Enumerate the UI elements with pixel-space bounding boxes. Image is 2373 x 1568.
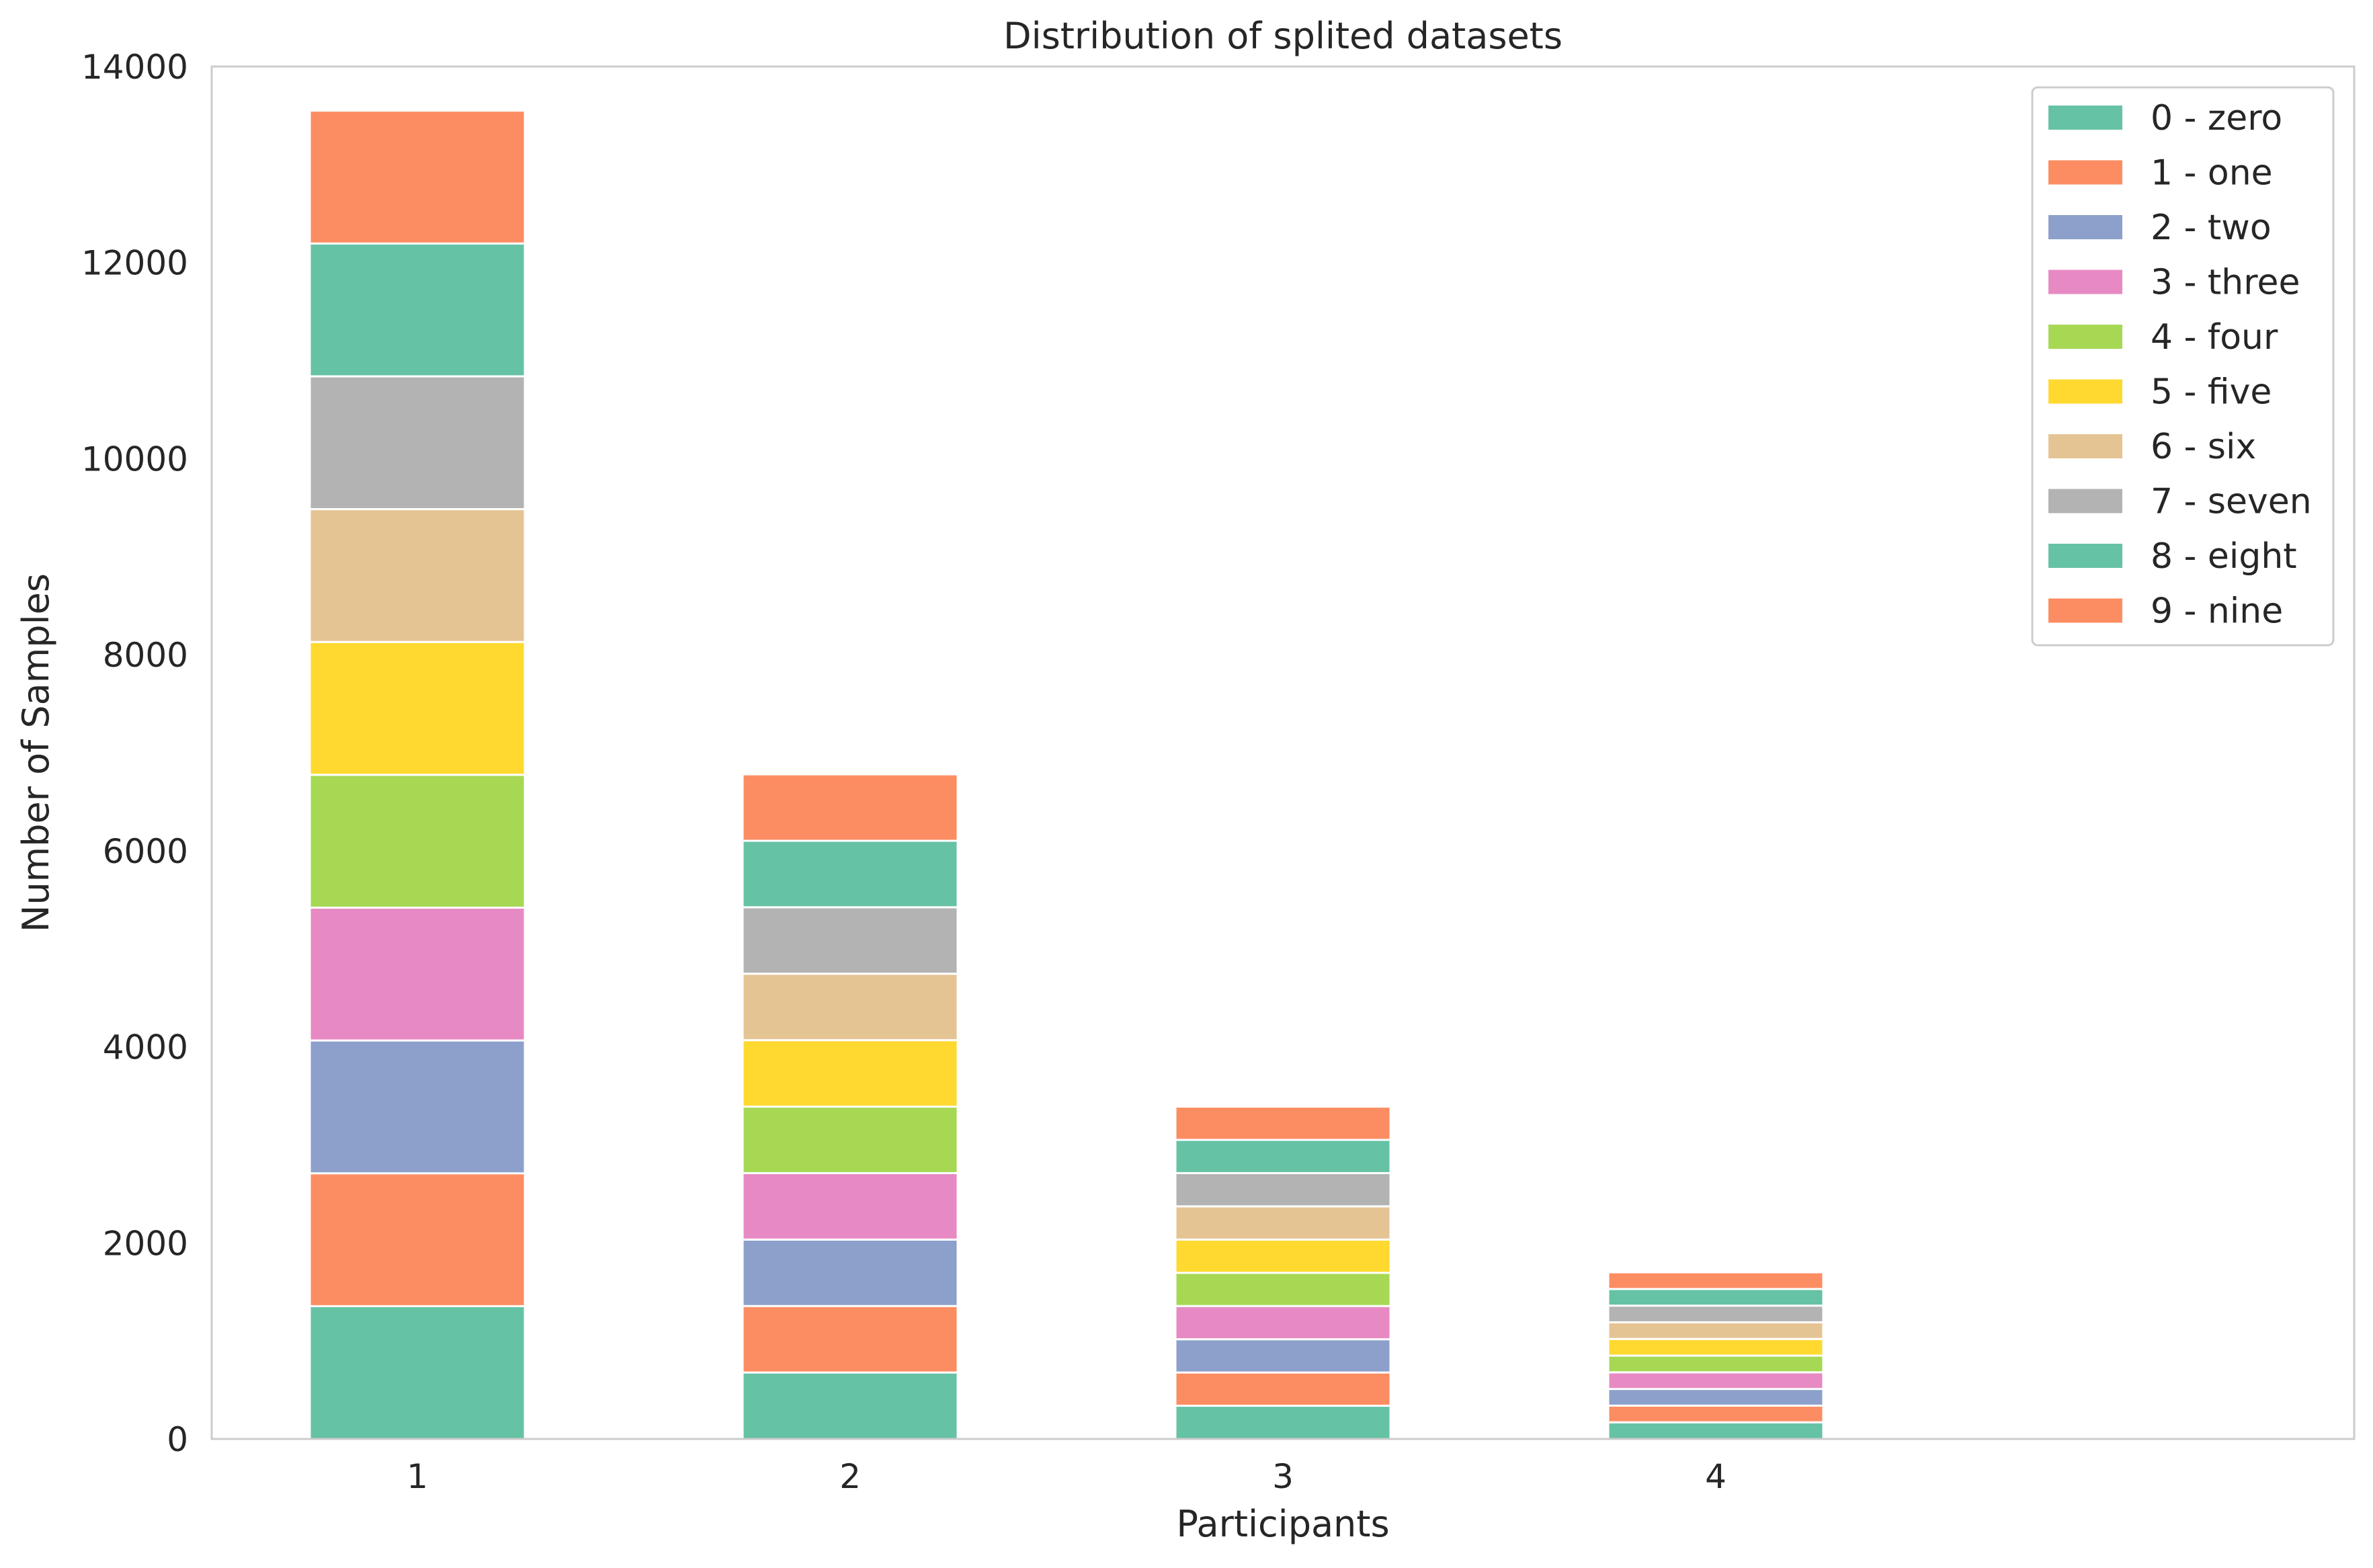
legend-label: 6 - six xyxy=(2151,427,2256,467)
legend-swatch xyxy=(2048,270,2122,294)
x-axis-label: Participants xyxy=(1176,1503,1389,1545)
bar-segment-p3-s7 xyxy=(1174,1171,1392,1208)
x-axis-ticks: 1 2 3 4 xyxy=(407,1457,1726,1496)
y-tick-label: 8000 xyxy=(103,636,188,675)
legend-label: 4 - four xyxy=(2151,317,2278,358)
bar-segment-p2-s3 xyxy=(741,1171,959,1241)
bar-segment-p1-s4 xyxy=(308,774,526,909)
legend-swatch xyxy=(2048,379,2122,404)
bar-segment-p3-s3 xyxy=(1174,1305,1392,1341)
bar-segment-p1-s8 xyxy=(308,242,526,378)
bar-segment-p2-s4 xyxy=(741,1106,959,1174)
legend-label: 9 - nine xyxy=(2151,591,2283,632)
y-tick-label: 4000 xyxy=(103,1028,188,1067)
y-tick-label: 0 xyxy=(167,1420,188,1459)
y-tick-label: 14000 xyxy=(81,48,188,87)
bar-segment-p3-s2 xyxy=(1174,1338,1392,1374)
bar-segment-p4-s7 xyxy=(1607,1305,1825,1323)
bar-segment-p1-s7 xyxy=(308,375,526,511)
bar-segment-p3-s1 xyxy=(1174,1371,1392,1407)
legend-label: 2 - two xyxy=(2151,208,2272,248)
legend-swatch xyxy=(2048,106,2122,130)
x-tick-label: 4 xyxy=(1705,1457,1726,1496)
bar-segment-p2-s1 xyxy=(741,1305,959,1374)
bars-layer xyxy=(308,110,1825,1440)
legend-swatch xyxy=(2048,215,2122,239)
legend-swatch xyxy=(2048,434,2122,458)
legend-swatch xyxy=(2048,544,2122,568)
bar-segment-p1-s9 xyxy=(308,110,526,245)
y-tick-label: 10000 xyxy=(81,440,188,479)
bar-segment-p1-s5 xyxy=(308,641,526,776)
bar-segment-p2-s6 xyxy=(741,973,959,1042)
legend-label: 3 - three xyxy=(2151,263,2300,303)
legend-label: 1 - one xyxy=(2151,153,2273,194)
y-axis-ticks: 0 2000 4000 6000 8000 10000 12000 14000 xyxy=(81,48,188,1459)
y-tick-label: 2000 xyxy=(103,1224,188,1263)
legend-items: 0 - zero 1 - one 2 - two 3 - three 4 - four 5… xyxy=(2048,98,2312,632)
bar-segment-p1-s3 xyxy=(308,906,526,1042)
bar-segment-p1-s1 xyxy=(308,1172,526,1307)
bar-segment-p2-s7 xyxy=(741,906,959,975)
bar-segment-p1-s6 xyxy=(308,508,526,643)
bar-segment-p4-s6 xyxy=(1607,1321,1825,1340)
chart-title: Distribution of splited datasets xyxy=(1003,15,1563,57)
x-tick-label: 3 xyxy=(1272,1457,1294,1496)
x-tick-label: 1 xyxy=(407,1457,428,1496)
bar-segment-p4-s0 xyxy=(1607,1421,1825,1440)
bar-segment-p4-s5 xyxy=(1607,1337,1825,1357)
bar-segment-p4-s4 xyxy=(1607,1354,1825,1374)
bar-segment-p3-s0 xyxy=(1174,1405,1392,1440)
legend-swatch xyxy=(2048,160,2122,185)
bar-segment-p1-s0 xyxy=(308,1305,526,1440)
bar-segment-p4-s9 xyxy=(1607,1271,1825,1290)
bar-segment-p2-s5 xyxy=(741,1039,959,1108)
bar-segment-p2-s8 xyxy=(741,839,959,909)
legend-label: 7 - seven xyxy=(2151,482,2312,522)
bar-segment-p3-s4 xyxy=(1174,1272,1392,1307)
bar-segment-p4-s8 xyxy=(1607,1288,1825,1307)
y-tick-label: 6000 xyxy=(103,832,188,871)
legend-label: 8 - eight xyxy=(2151,536,2297,577)
bar-segment-p2-s2 xyxy=(741,1238,959,1307)
legend-swatch xyxy=(2048,325,2122,349)
y-tick-label: 12000 xyxy=(81,244,188,283)
legend: 0 - zero 1 - one 2 - two 3 - three 4 - four 5… xyxy=(2031,86,2335,647)
bar-segment-p3-s8 xyxy=(1174,1139,1392,1174)
bar-segment-p4-s1 xyxy=(1607,1404,1825,1423)
bar-segment-p3-s5 xyxy=(1174,1238,1392,1274)
plot-area-frame xyxy=(210,65,2356,1440)
bar-segment-p3-s9 xyxy=(1174,1106,1392,1141)
bar-segment-p4-s2 xyxy=(1607,1388,1825,1407)
bar-segment-p1-s2 xyxy=(308,1039,526,1175)
bar-segment-p2-s9 xyxy=(741,773,959,842)
legend-swatch xyxy=(2048,598,2122,623)
bar-segment-p3-s6 xyxy=(1174,1205,1392,1241)
bar-segment-p2-s0 xyxy=(741,1371,959,1440)
y-axis-label: Number of Samples xyxy=(15,573,57,932)
legend-label: 5 - five xyxy=(2151,372,2272,413)
bar-segment-p4-s3 xyxy=(1607,1371,1825,1391)
legend-label: 0 - zero xyxy=(2151,98,2282,138)
x-tick-label: 2 xyxy=(839,1457,861,1496)
legend-swatch xyxy=(2048,489,2122,513)
